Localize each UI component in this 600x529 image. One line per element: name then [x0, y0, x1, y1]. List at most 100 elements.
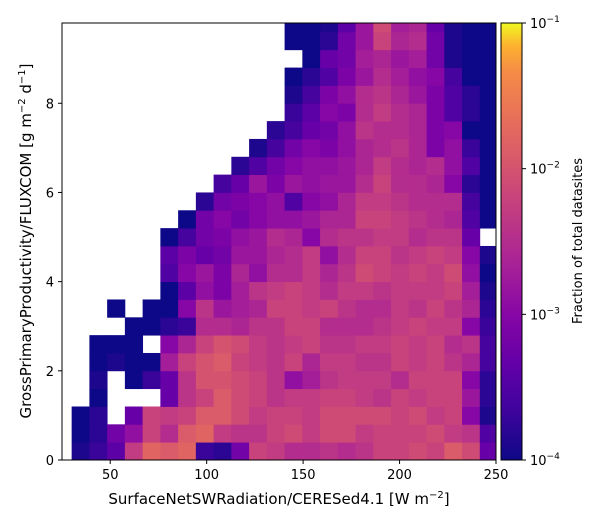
heatmap-cell	[337, 67, 356, 86]
heatmap-cell	[337, 317, 356, 336]
heatmap-cell	[444, 121, 463, 140]
heatmap-cell	[160, 263, 179, 283]
heatmap-cell	[107, 352, 126, 372]
x-axis: 50 100 150 200 250	[102, 460, 508, 483]
heatmap-cell	[479, 210, 497, 229]
heatmap-cell	[373, 138, 392, 158]
heatmap-cell	[284, 370, 303, 390]
heatmap-cell	[355, 317, 374, 336]
heatmap-cell	[195, 317, 215, 336]
heatmap-cell	[266, 370, 285, 390]
heatmap-cell	[479, 31, 497, 51]
heatmap-cell	[355, 370, 374, 390]
heatmap-cell	[231, 156, 250, 176]
heatmap-cell	[391, 245, 410, 265]
heatmap-cell	[426, 85, 445, 104]
heatmap-cell	[408, 406, 427, 425]
heatmap-cell	[266, 263, 285, 283]
heatmap-cell	[479, 442, 497, 461]
heatmap-cell	[373, 263, 392, 283]
heatmap-cell	[373, 442, 392, 461]
heatmap-cell	[444, 370, 463, 390]
heatmap-cell	[284, 156, 303, 176]
heatmap-cell	[479, 245, 497, 265]
heatmap-cell	[249, 245, 268, 265]
heatmap-cell	[178, 352, 197, 372]
x-tick-label: 250	[484, 468, 509, 483]
heatmap-cell	[89, 424, 108, 443]
heatmap-cell	[178, 370, 197, 390]
heatmap-cell	[89, 406, 108, 425]
heatmap-cell	[391, 23, 410, 33]
heatmap-cell	[479, 138, 497, 158]
heatmap-cell	[462, 138, 481, 158]
heatmap-cell	[408, 263, 427, 283]
heatmap-cells	[71, 23, 497, 461]
heatmap-cell	[355, 49, 374, 68]
heatmap-cell	[160, 406, 179, 425]
heatmap-cell	[320, 335, 339, 354]
heatmap-cell	[266, 442, 285, 461]
heatmap-cell	[391, 156, 410, 176]
heatmap-cell	[355, 138, 374, 158]
heatmap-cell	[391, 210, 410, 229]
heatmap-cell	[320, 103, 339, 122]
heatmap-cell	[178, 299, 197, 318]
heatmap-cell	[444, 156, 463, 176]
heatmap-cell	[462, 281, 481, 300]
heatmap-cell	[213, 299, 232, 318]
heatmap-cell	[266, 317, 285, 336]
heatmap-cell	[479, 352, 497, 372]
heatmap-cell	[479, 281, 497, 300]
heatmap-cell	[320, 67, 339, 86]
heatmap-cell	[462, 335, 481, 354]
heatmap-cell	[302, 370, 321, 390]
heatmap-cell	[195, 245, 215, 265]
heatmap-cell	[355, 210, 374, 229]
heatmap-cell	[391, 49, 410, 68]
heatmap-cell	[320, 442, 339, 461]
heatmap-cell	[89, 442, 108, 461]
heatmap-cell	[355, 174, 374, 193]
heatmap-cell	[213, 174, 232, 193]
heatmap-cell	[213, 370, 232, 390]
heatmap-cell	[355, 121, 374, 140]
x-axis-label: SurfaceNetSWRadiation/CERESed4.1 [W m−2]	[108, 490, 449, 508]
heatmap-cell	[391, 103, 410, 122]
heatmap-cell	[391, 352, 410, 372]
heatmap-cell	[391, 138, 410, 158]
heatmap-cell	[426, 388, 445, 407]
heatmap-cell	[391, 442, 410, 461]
heatmap-cell	[249, 406, 268, 425]
heatmap-cell	[479, 121, 497, 140]
x-tick-label: 150	[291, 468, 316, 483]
heatmap-cell	[178, 335, 197, 354]
heatmap-cell	[373, 245, 392, 265]
heatmap-cell	[160, 352, 179, 372]
heatmap-cell	[391, 370, 410, 390]
heatmap-cell	[391, 424, 410, 443]
heatmap-cell	[373, 174, 392, 193]
heatmap-cell	[195, 406, 215, 425]
heatmap-cell	[479, 49, 497, 68]
heatmap-cell	[302, 85, 321, 104]
heatmap-cell	[302, 281, 321, 300]
heatmap-cell	[337, 210, 356, 229]
heatmap-cell	[195, 281, 215, 300]
heatmap-cell	[320, 406, 339, 425]
heatmap-cell	[408, 388, 427, 407]
heatmap-cell	[266, 156, 285, 176]
heatmap-cell	[408, 85, 427, 104]
heatmap-cell	[124, 424, 144, 443]
heatmap-cell	[337, 370, 356, 390]
heatmap-cell	[284, 424, 303, 443]
heatmap-cell	[231, 210, 250, 229]
heatmap-cell	[462, 424, 481, 443]
heatmap-cell	[266, 388, 285, 407]
heatmap-cell	[355, 192, 374, 211]
heatmap-cell	[284, 335, 303, 354]
heatmap-cell	[249, 210, 268, 229]
heatmap-cell	[284, 31, 303, 51]
heatmap-cell	[426, 138, 445, 158]
heatmap-cell	[284, 442, 303, 461]
